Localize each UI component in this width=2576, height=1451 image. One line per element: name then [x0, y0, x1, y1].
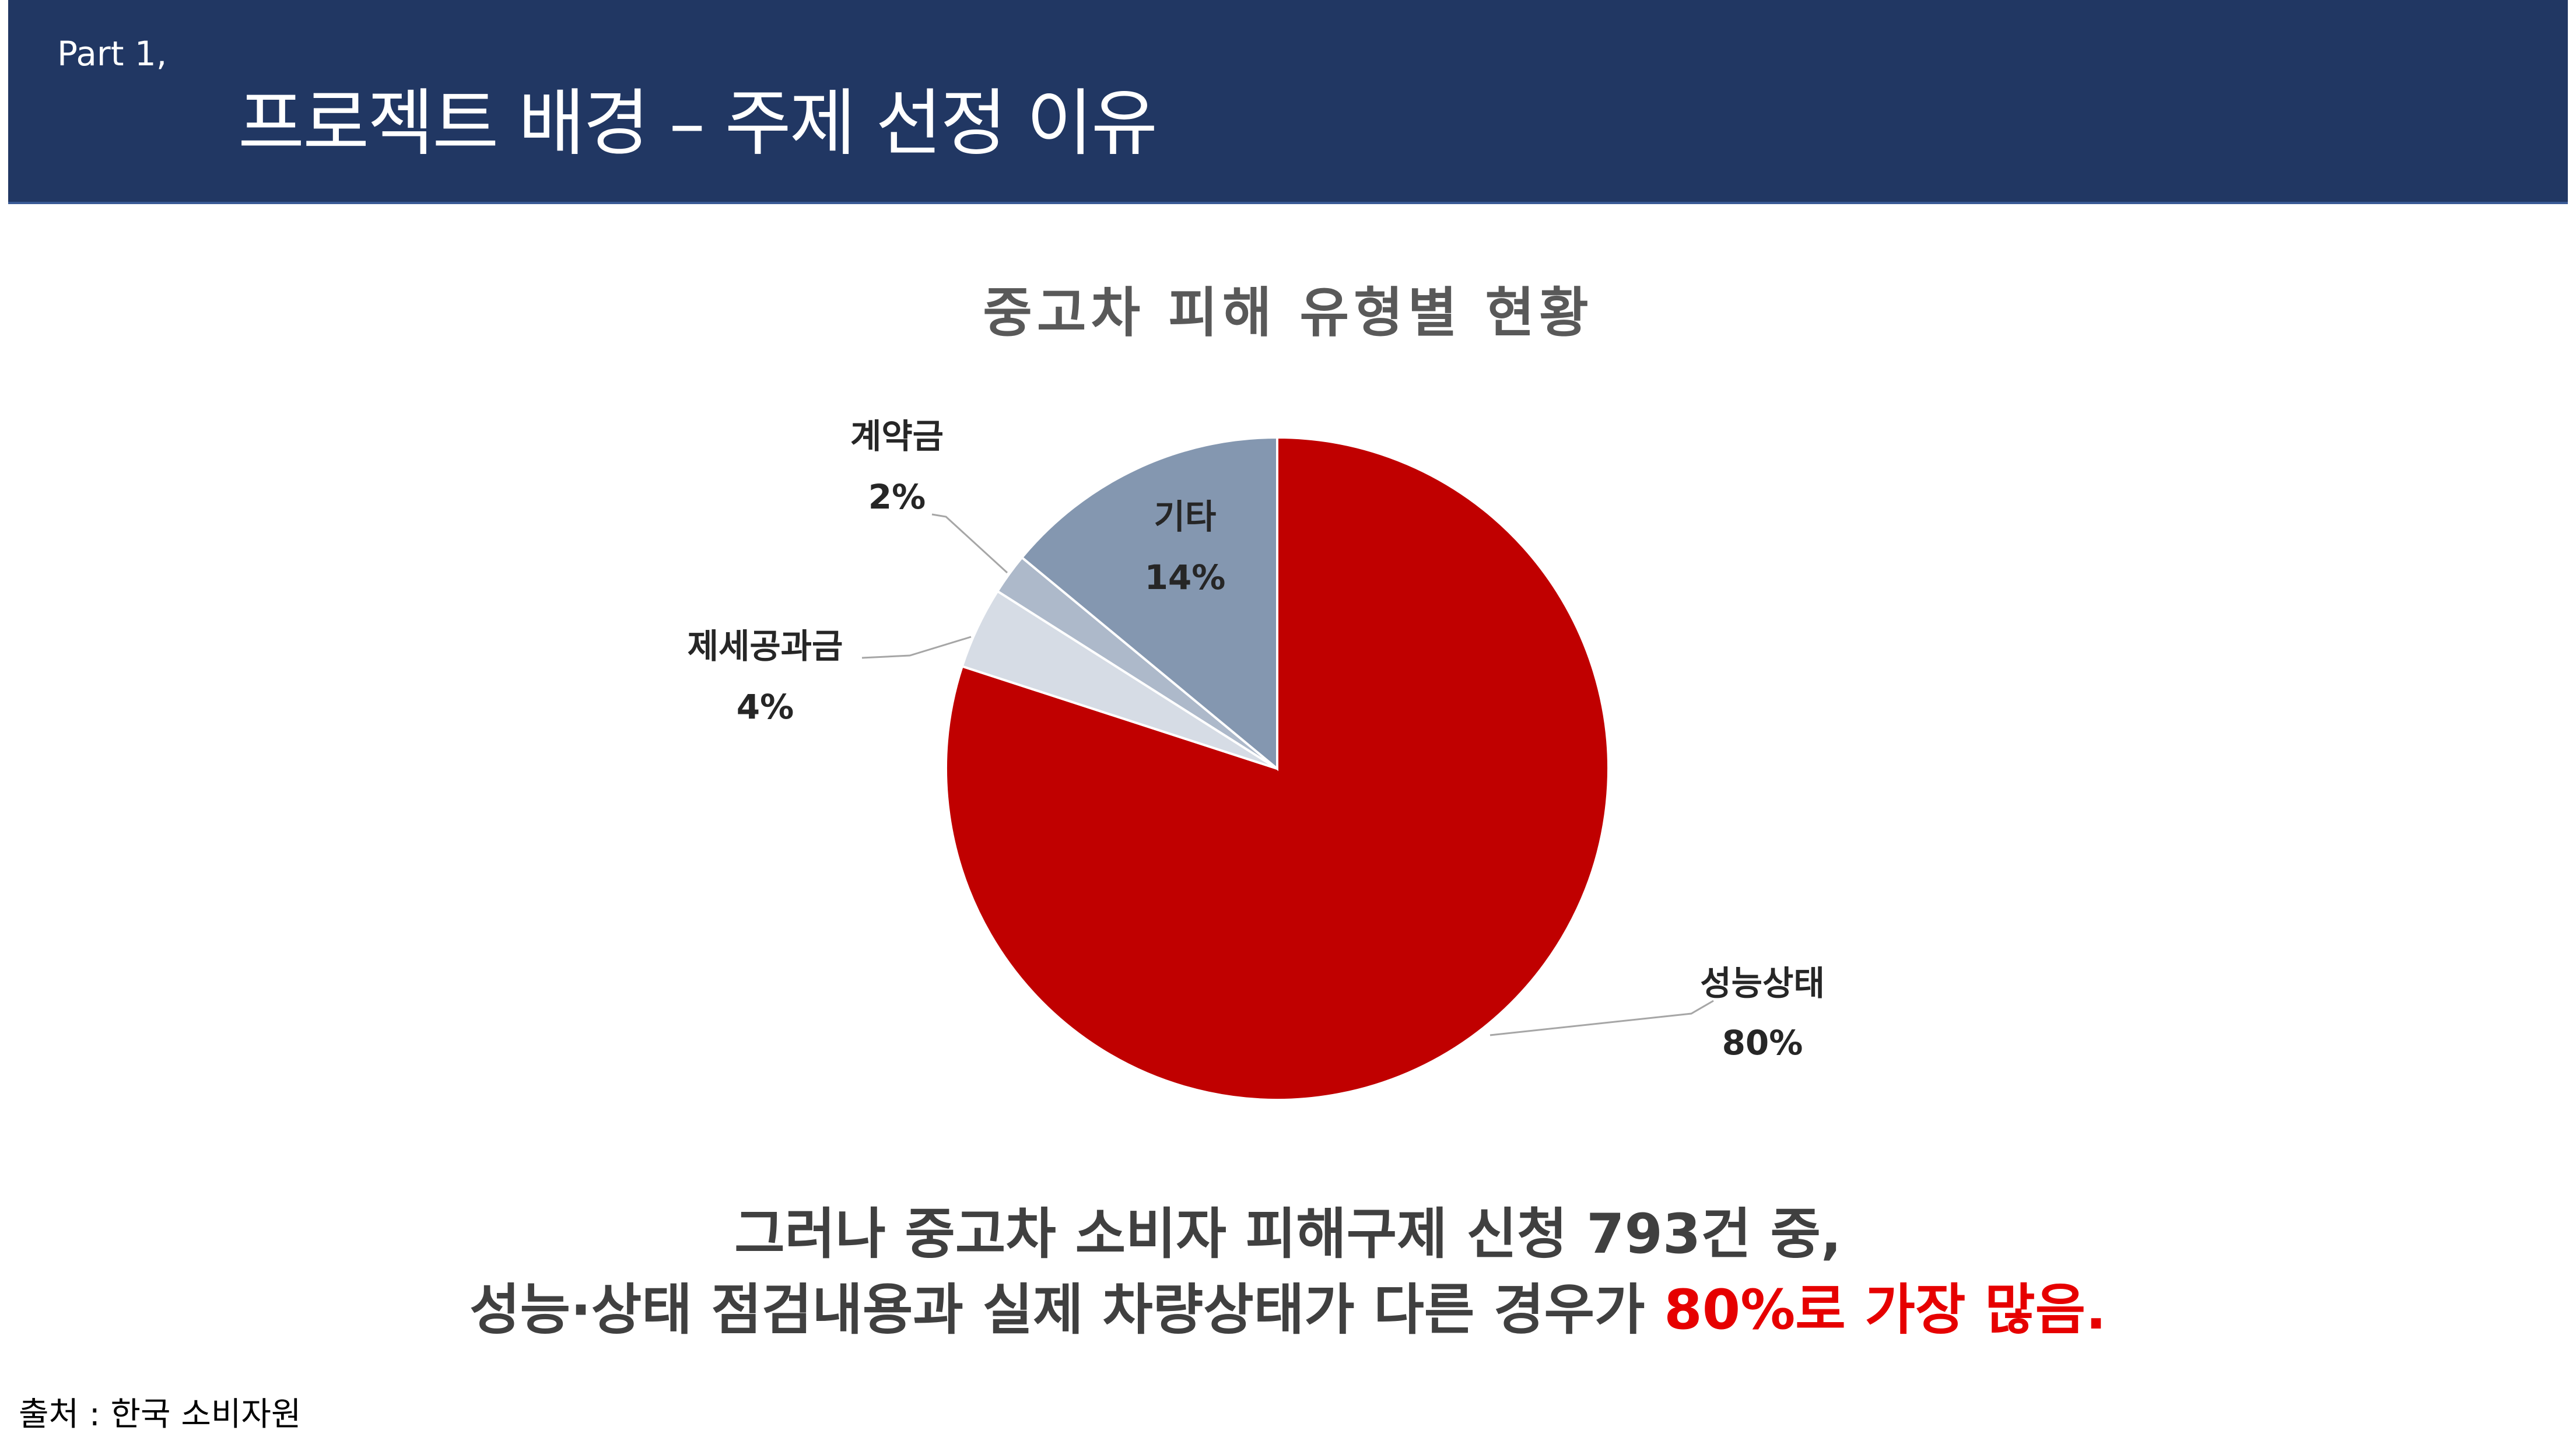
slice-label-1: 성능상태 [1700, 963, 1824, 1003]
caption-line-2: 성능·상태 점검내용과 실제 차량상태가 다른 경우가 80%로 가장 많음. [0, 1266, 2576, 1345]
slice-label-2: 제세공과금 [688, 626, 843, 666]
leader-line-3 [931, 513, 1008, 574]
slice-label-3: 계약금 [850, 416, 944, 456]
slice-value-3: 2% [868, 477, 926, 517]
leader-line-2 [861, 636, 972, 659]
slice-value-2: 4% [737, 687, 794, 727]
pie-slice-4 [1020, 436, 1278, 772]
slice-value-1: 80% [1722, 1023, 1803, 1063]
page-title: 프로젝트 배경 – 주제 선정 이유 [238, 82, 1158, 166]
chart-title: 중고차 피해 유형별 현황 [983, 282, 1593, 344]
slice-label-4: 기타 [1154, 497, 1217, 537]
caption-line-2-text: 성능·상태 점검내용과 실제 차량상태가 다른 경우가 [469, 1278, 1664, 1342]
caption-line-1: 그러나 중고차 소비자 피해구제 신청 793건 중, [734, 1203, 1842, 1266]
slice-value-4: 14% [1145, 558, 1226, 597]
part-label: Part 1, [57, 34, 167, 73]
header-bar: Part 1, 프로젝트 배경 – 주제 선정 이유 [8, 0, 2568, 204]
caption-highlight: 80%로 가장 많음. [1664, 1278, 2107, 1342]
source-note: 출처 : 한국 소비자원 [19, 1396, 302, 1434]
leader-line-1 [1489, 1000, 1714, 1036]
